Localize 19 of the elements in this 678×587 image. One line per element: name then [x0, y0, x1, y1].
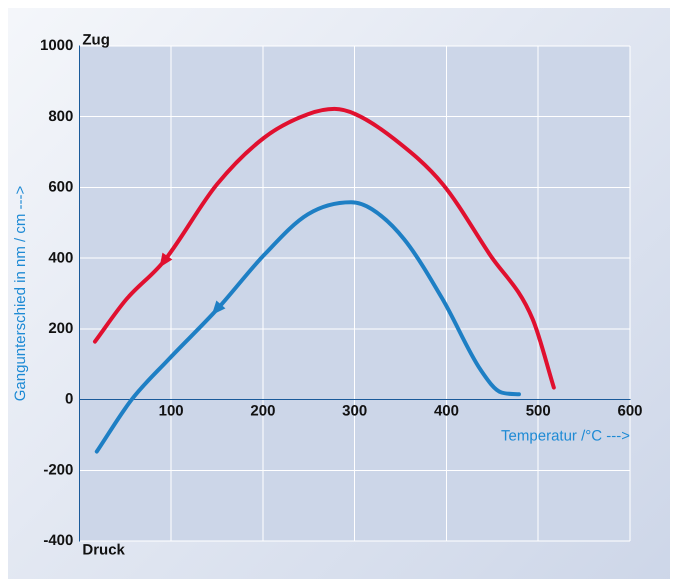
- y-tick-label: 0: [65, 390, 74, 408]
- x-tick-label: 400: [434, 402, 459, 420]
- y-axis-title: Gangunterschied in nm / cm --->: [12, 186, 30, 402]
- annotation: Zug: [82, 32, 110, 49]
- y-tick-label: 200: [48, 320, 74, 337]
- x-tick-label: 600: [617, 402, 643, 420]
- y-tick-label: 400: [48, 249, 74, 266]
- text: Druck: [82, 542, 126, 559]
- x-axis-title: Temperatur /°C --->: [501, 428, 630, 445]
- y-tick-label: -200: [43, 461, 74, 478]
- line-series: [92, 106, 556, 390]
- x-tick-label: 500: [526, 402, 551, 420]
- y-tick-label: 800: [48, 108, 74, 125]
- x-tick-label: 100: [158, 402, 184, 420]
- y-tick-label: 600: [48, 178, 74, 196]
- y-tick-label: -400: [43, 532, 74, 550]
- y-tick-label: 1000: [40, 37, 74, 54]
- x-tick-label: 300: [342, 402, 368, 420]
- x-tick-label: 200: [250, 402, 276, 420]
